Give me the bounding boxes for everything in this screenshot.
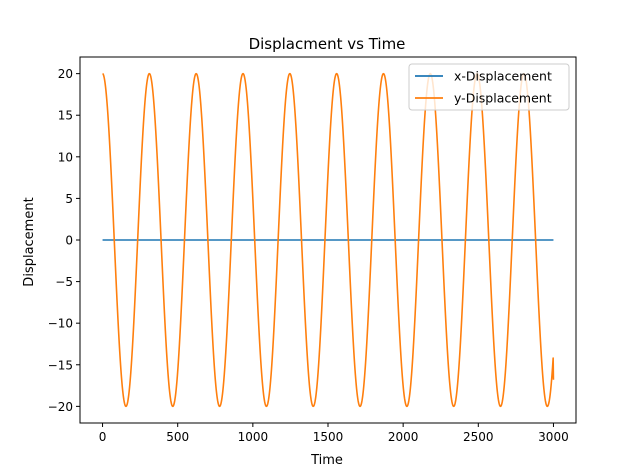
x-tick-label: 500 (166, 430, 189, 444)
x-tick-label: 0 (99, 430, 107, 444)
legend-label: x-Displacement (454, 69, 552, 84)
axis-ticks: 0 500 1000 1500 2000 2500 3000 −20 −15 −10 −5 0 5 10 1… (48, 67, 569, 444)
y-tick-label: −5 (55, 275, 73, 289)
x-tick-label: 1000 (238, 430, 269, 444)
x-axis-title: Time (310, 453, 343, 468)
x-tick-label: 1500 (313, 430, 344, 444)
legend-box (408, 63, 570, 111)
chart-title: Displacment vs Time (249, 35, 406, 53)
legend: x-Displacement y-Displacement (408, 63, 570, 111)
y-tick-label: 10 (58, 150, 73, 164)
y-tick-label: −20 (48, 400, 73, 414)
y-tick-label: −10 (48, 317, 73, 331)
x-tick-label: 2000 (388, 430, 419, 444)
x-tick-label: 3000 (538, 430, 569, 444)
y-tick-label: 0 (65, 234, 73, 248)
legend-label: y-Displacement (454, 91, 552, 106)
y-tick-label: 5 (65, 192, 73, 206)
y-tick-label: 15 (58, 109, 73, 123)
y-axis-title: Displacement (22, 197, 37, 286)
y-tick-label: −15 (48, 358, 73, 372)
x-tick-label: 2500 (463, 430, 494, 444)
y-tick-label: 20 (58, 67, 73, 81)
